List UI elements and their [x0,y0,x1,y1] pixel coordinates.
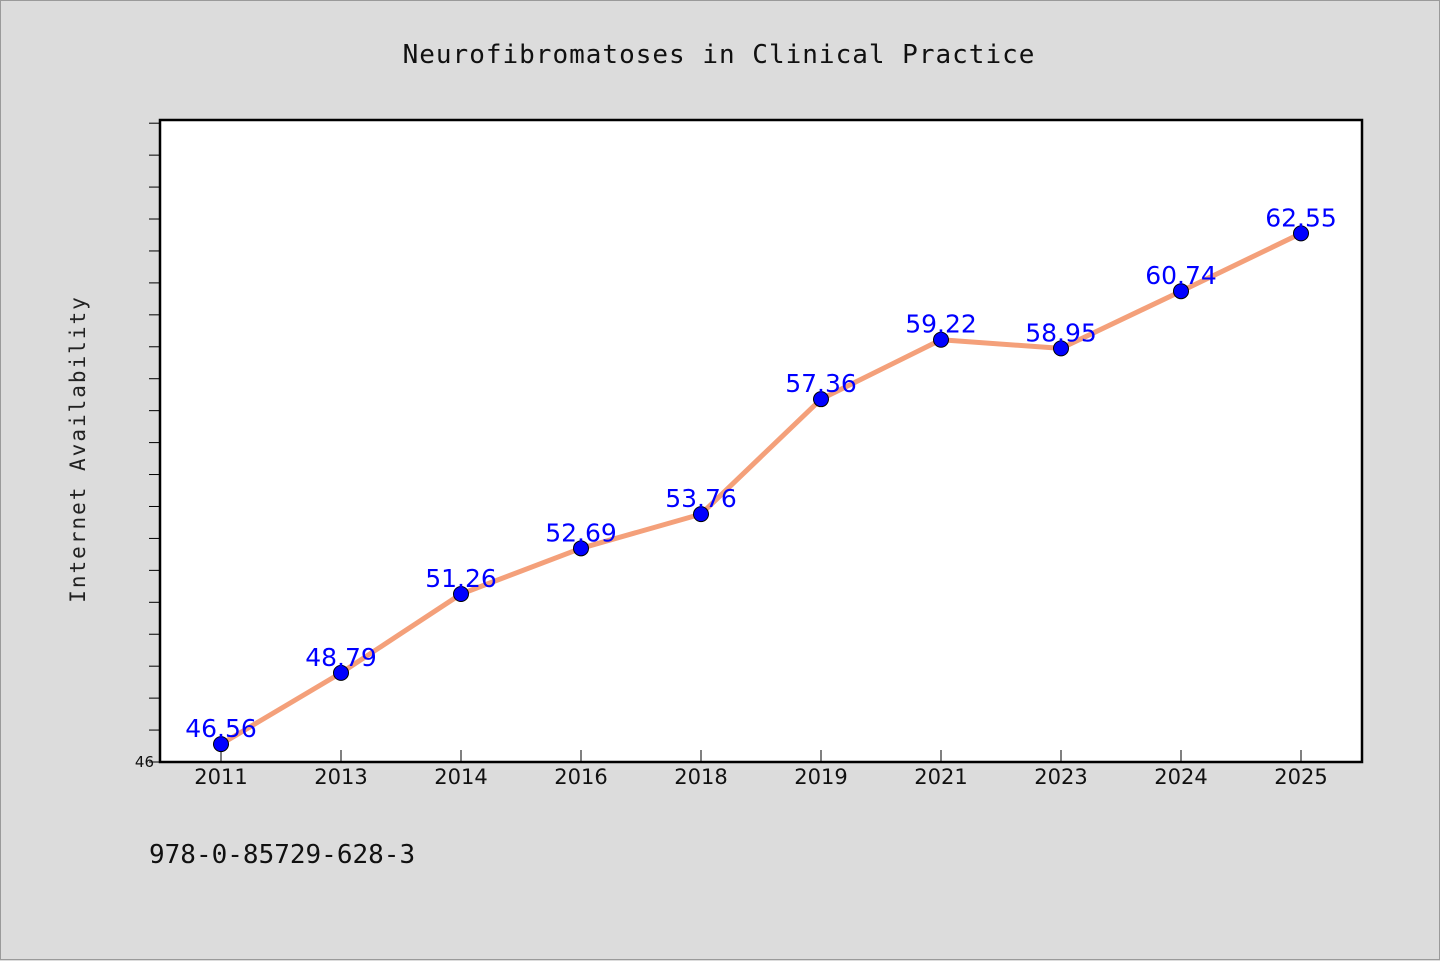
isbn-text: 978-0-85729-628-3 [149,840,415,870]
data-label: 59.22 [905,310,977,339]
data-point [693,506,709,523]
plot-area [158,118,1364,764]
data-label: 62.55 [1265,203,1337,232]
data-label: 48.79 [305,643,377,672]
data-point [453,585,469,602]
x-tick-label: 2016 [554,765,607,789]
data-label: 57.36 [785,369,857,398]
x-tick-label: 2019 [794,765,847,789]
data-point [1293,225,1309,242]
x-tick-label: 2011 [194,765,247,789]
data-point [333,664,349,681]
data-point [1173,283,1189,300]
x-tick-label: 2023 [1034,765,1087,789]
x-tick-label: 2024 [1154,765,1207,789]
data-point [933,331,949,348]
data-labels: 46.56 48.79 51.26 52.69 53.76 57.36 59.22 58.95… [185,203,1337,743]
data-label: 60.74 [1145,261,1217,290]
data-point [213,736,229,753]
data-label: 58.95 [1025,318,1097,347]
y-tick-label: 46 [135,753,154,771]
data-label: 46.56 [185,714,257,743]
data-label: 53.76 [665,484,737,513]
x-tick-label: 2013 [314,765,367,789]
y-axis-label: Internet Availability [66,295,90,603]
data-point [573,540,589,557]
data-label: 51.26 [425,564,497,593]
chart-title: Neurofibromatoses in Clinical Practice [403,40,1036,70]
data-label: 52.69 [545,518,617,547]
data-point [813,391,829,408]
x-tick-label: 2021 [914,765,967,789]
x-tick-label: 2014 [434,765,487,789]
x-ticks: 2011 2013 2014 2016 2018 2019 2021 2023 2024 2025 [194,750,1328,789]
data-point [1053,340,1069,357]
series-line [218,230,1304,747]
series [213,225,1309,753]
x-tick-label: 2018 [674,765,727,789]
x-tick-label: 2025 [1274,765,1327,789]
y-ticks: 46 [135,122,160,771]
